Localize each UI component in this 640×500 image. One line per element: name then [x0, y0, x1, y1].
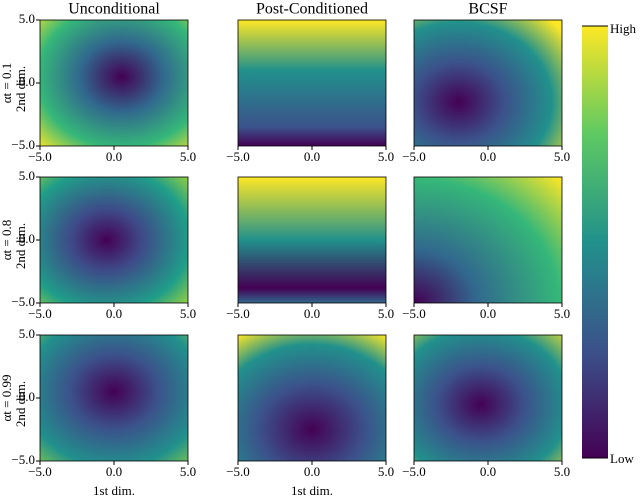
x-tick-label: 5.0 — [554, 464, 570, 479]
y-tick-label: 5.0 — [19, 11, 35, 26]
x-tick-label: 0.0 — [304, 306, 320, 321]
x-tick-label: 0.0 — [304, 149, 320, 164]
heatmap-panel — [237, 176, 387, 304]
heatmap-panel — [413, 334, 563, 462]
y-tick-label: 0.0 — [19, 231, 35, 246]
row-label: αt = 0.1 — [0, 63, 14, 104]
row-label: αt = 0.99 — [0, 374, 14, 421]
heatmap-panel — [413, 19, 563, 147]
x-tick-label: 5.0 — [554, 149, 570, 164]
colorbar — [582, 26, 608, 458]
heatmap-panel — [237, 334, 387, 462]
x-tick-label: −5.0 — [28, 306, 52, 321]
heatmap-panel — [413, 176, 563, 304]
x-tick-label: 0.0 — [304, 464, 320, 479]
x-tick-label: 5.0 — [180, 464, 196, 479]
x-tick-label: 5.0 — [378, 464, 394, 479]
x-axis-label: 1st dim. — [93, 483, 135, 498]
x-tick-label: 5.0 — [378, 306, 394, 321]
y-tick-label: −5.0 — [11, 294, 35, 309]
y-axis-label: 2nd dim. — [13, 223, 28, 269]
colorbar-low: Low — [610, 451, 634, 466]
heatmap-panel — [39, 19, 189, 147]
row-label: αt = 0.8 — [0, 220, 14, 261]
y-tick-label: −5.0 — [11, 137, 35, 152]
heatmap-panel — [39, 176, 189, 304]
x-tick-label: 0.0 — [106, 306, 122, 321]
x-tick-label: 5.0 — [180, 306, 196, 321]
x-tick-label: 0.0 — [480, 149, 496, 164]
x-tick-label: −5.0 — [402, 464, 426, 479]
y-tick-label: −5.0 — [11, 452, 35, 467]
x-tick-label: −5.0 — [402, 306, 426, 321]
x-tick-label: 0.0 — [480, 464, 496, 479]
heatmap-panel — [237, 19, 387, 147]
y-tick-label: 0.0 — [19, 389, 35, 404]
x-tick-label: −5.0 — [226, 149, 250, 164]
y-tick-label: 5.0 — [19, 326, 35, 341]
y-tick-label: 0.0 — [19, 74, 35, 89]
x-tick-label: −5.0 — [226, 306, 250, 321]
column-title: BCSF — [468, 1, 507, 18]
x-tick-label: 0.0 — [480, 306, 496, 321]
x-tick-label: −5.0 — [226, 464, 250, 479]
y-axis-label: 2nd dim. — [13, 381, 28, 427]
x-tick-label: 5.0 — [180, 149, 196, 164]
x-axis-label: 1st dim. — [291, 483, 333, 498]
x-tick-label: −5.0 — [28, 149, 52, 164]
y-axis-label: 2nd dim. — [13, 66, 28, 112]
x-tick-label: 0.0 — [106, 149, 122, 164]
x-tick-label: 5.0 — [554, 306, 570, 321]
x-tick-label: 5.0 — [378, 149, 394, 164]
column-title: Post-Conditioned — [256, 1, 368, 18]
x-tick-label: 0.0 — [106, 464, 122, 479]
heatmap-panel — [39, 334, 189, 462]
y-tick-label: 5.0 — [19, 168, 35, 183]
colorbar-high: High — [610, 21, 637, 36]
x-tick-label: −5.0 — [28, 464, 52, 479]
column-title: Unconditional — [68, 1, 160, 18]
x-tick-label: −5.0 — [402, 149, 426, 164]
